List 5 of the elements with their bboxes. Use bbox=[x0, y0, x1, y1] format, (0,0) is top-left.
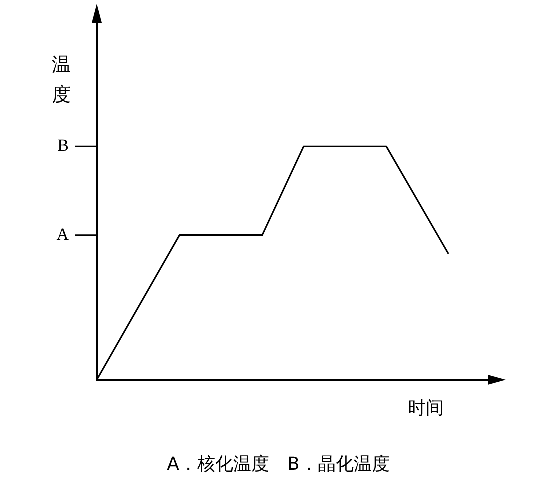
x-axis-title: 时间 bbox=[408, 397, 444, 420]
y-axis-title: 温度 bbox=[52, 53, 72, 108]
text: A．核化温度 B．晶化温度 bbox=[166, 453, 391, 476]
ref-line-label: A bbox=[56, 224, 70, 244]
ref-line-label: B bbox=[58, 136, 69, 156]
